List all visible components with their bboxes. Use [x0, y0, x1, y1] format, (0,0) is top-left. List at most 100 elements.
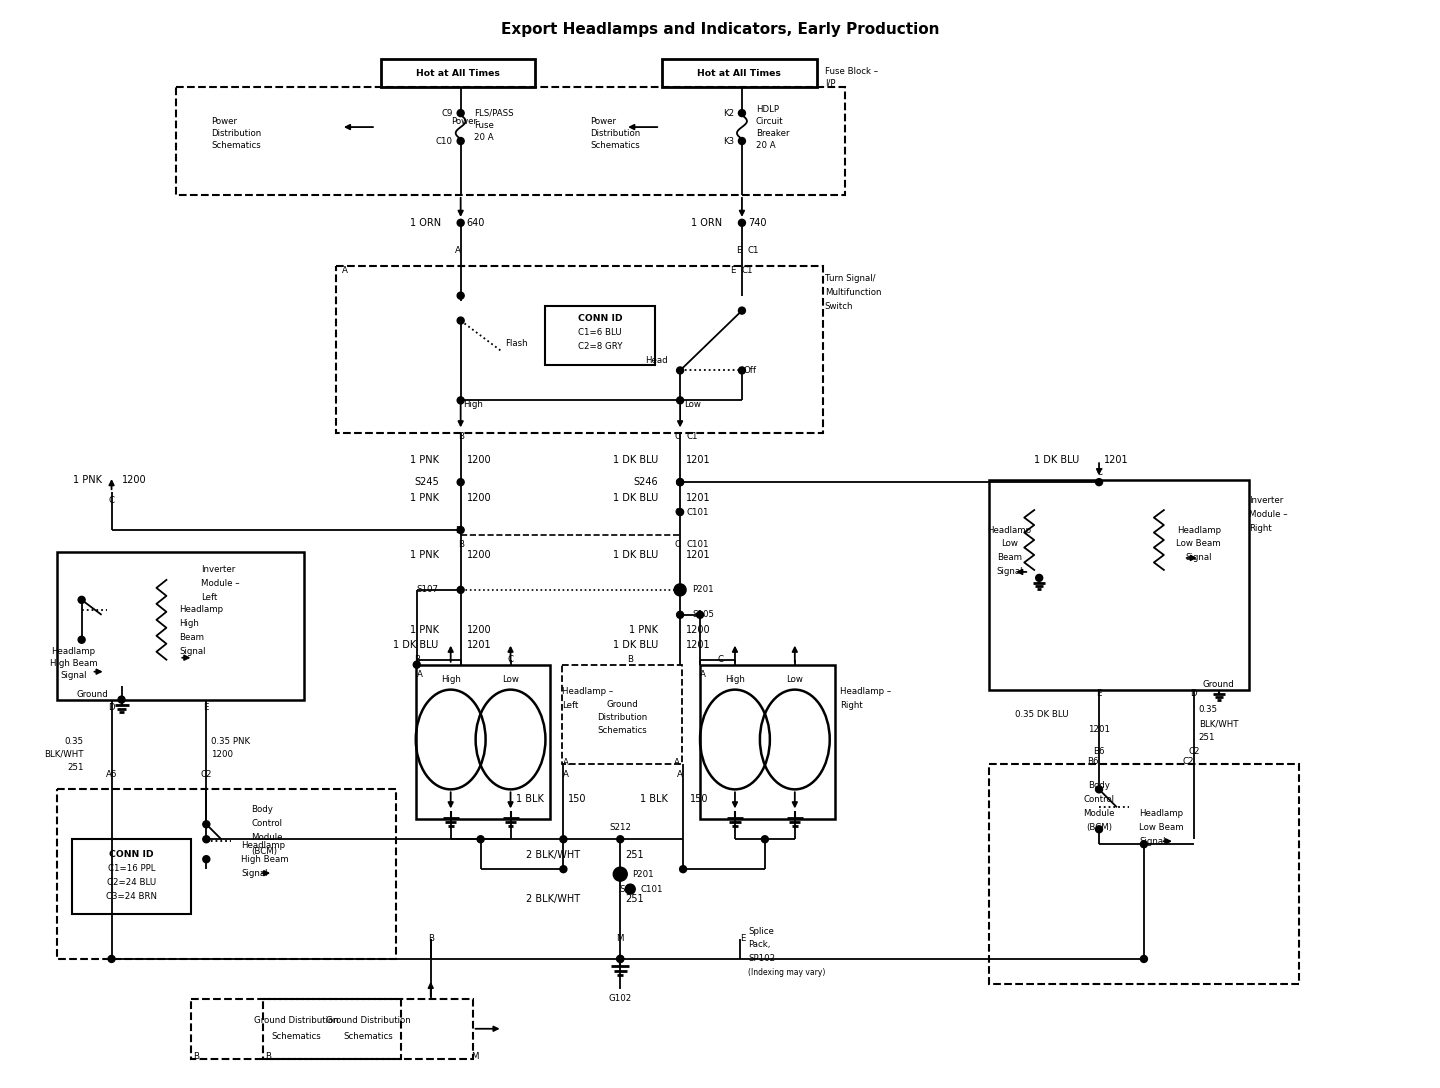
Text: C1: C1	[742, 267, 753, 275]
Text: Breaker: Breaker	[756, 128, 789, 137]
Text: Left: Left	[563, 701, 579, 710]
Text: Schematics: Schematics	[343, 1033, 393, 1041]
Text: Headlamp: Headlamp	[988, 526, 1031, 534]
Bar	[563, 665, 683, 765]
Text: Module –: Module –	[202, 580, 240, 589]
Text: 2 BLK/WHT: 2 BLK/WHT	[526, 894, 580, 904]
Text: 0.35: 0.35	[65, 737, 84, 746]
Text: 1 BLK: 1 BLK	[516, 794, 543, 804]
Text: Inverter: Inverter	[202, 566, 236, 574]
Text: Power: Power	[590, 116, 616, 125]
Text: 1200: 1200	[212, 750, 233, 759]
Text: Headlamp: Headlamp	[1176, 526, 1221, 534]
Circle shape	[456, 110, 464, 116]
Text: A6: A6	[107, 770, 117, 779]
Text: C: C	[674, 541, 680, 549]
Text: Pack,: Pack,	[747, 940, 770, 950]
Bar	[546, 306, 655, 366]
Text: High: High	[441, 676, 461, 684]
Circle shape	[1140, 841, 1148, 848]
Text: M: M	[616, 935, 624, 943]
Text: (BCM): (BCM)	[251, 846, 276, 856]
Text: C3=24 BRN: C3=24 BRN	[107, 891, 157, 901]
Text: 1 DK BLU: 1 DK BLU	[613, 549, 658, 560]
Text: A: A	[700, 670, 706, 679]
Text: I/P: I/P	[825, 78, 835, 88]
Text: 1 ORN: 1 ORN	[409, 218, 441, 227]
Text: 20 A: 20 A	[756, 140, 776, 149]
Text: Headlamp: Headlamp	[52, 647, 95, 656]
Circle shape	[560, 866, 567, 873]
Text: Signal: Signal	[180, 647, 206, 656]
Circle shape	[413, 662, 420, 668]
Text: E: E	[203, 703, 209, 712]
Text: 251: 251	[1198, 733, 1215, 742]
Text: S105: S105	[693, 610, 714, 619]
Circle shape	[1140, 955, 1148, 963]
Text: Signal: Signal	[60, 671, 86, 680]
Text: Fuse: Fuse	[474, 121, 494, 129]
Text: 1201: 1201	[685, 640, 711, 650]
Text: 640: 640	[467, 218, 485, 227]
Text: Module: Module	[251, 832, 282, 842]
Text: Distribution: Distribution	[212, 128, 262, 137]
Text: HDLP: HDLP	[756, 104, 779, 113]
Text: 1201: 1201	[1089, 725, 1110, 734]
Text: 1201: 1201	[685, 455, 711, 466]
Circle shape	[616, 836, 624, 843]
Text: 251: 251	[68, 763, 84, 771]
Circle shape	[108, 955, 115, 963]
Text: BLK/WHT: BLK/WHT	[1198, 719, 1238, 728]
Bar	[700, 665, 835, 819]
Text: A: A	[563, 770, 569, 779]
Circle shape	[677, 508, 684, 516]
Text: Headlamp –: Headlamp –	[840, 688, 891, 696]
Text: Left: Left	[202, 593, 217, 603]
Text: C1=16 PPL: C1=16 PPL	[108, 864, 156, 873]
Circle shape	[762, 836, 769, 843]
Text: A: A	[563, 758, 569, 767]
Text: C1=6 BLU: C1=6 BLU	[579, 329, 622, 337]
Circle shape	[1035, 574, 1043, 581]
Text: Splice: Splice	[747, 927, 773, 936]
Text: G102: G102	[609, 994, 632, 1003]
Text: Signal: Signal	[242, 868, 268, 878]
Circle shape	[560, 836, 567, 843]
Text: Distribution: Distribution	[598, 713, 648, 722]
Text: (BCM): (BCM)	[1086, 823, 1112, 831]
Text: C10: C10	[436, 136, 452, 146]
Circle shape	[616, 955, 624, 963]
Circle shape	[739, 367, 746, 374]
Text: B: B	[628, 655, 634, 664]
Text: 150: 150	[690, 794, 708, 804]
Text: S: S	[619, 885, 625, 893]
Circle shape	[456, 317, 464, 324]
Circle shape	[456, 479, 464, 485]
Circle shape	[456, 586, 464, 593]
Text: Signal: Signal	[1139, 837, 1165, 845]
Text: 1 PNK: 1 PNK	[410, 625, 439, 634]
Text: Headlamp: Headlamp	[242, 841, 285, 850]
Circle shape	[477, 836, 484, 843]
Text: C: C	[108, 496, 115, 505]
Text: C: C	[674, 508, 680, 517]
Text: High: High	[724, 676, 744, 684]
Text: C: C	[1096, 468, 1102, 477]
Circle shape	[456, 220, 464, 226]
Text: Multifunction: Multifunction	[825, 288, 881, 297]
Text: E: E	[1096, 689, 1102, 698]
Text: C: C	[674, 432, 680, 441]
Text: 1200: 1200	[467, 625, 491, 634]
Text: Inverter: Inverter	[1248, 496, 1283, 505]
Text: Power: Power	[451, 116, 477, 125]
Circle shape	[203, 855, 210, 863]
Text: Head: Head	[645, 356, 668, 364]
Text: 1200: 1200	[121, 475, 145, 485]
Circle shape	[1096, 479, 1103, 485]
Text: High: High	[462, 400, 482, 409]
Circle shape	[118, 696, 125, 703]
Text: Ground: Ground	[1202, 680, 1234, 689]
Text: Schematics: Schematics	[271, 1033, 321, 1041]
Text: 1 DK BLU: 1 DK BLU	[613, 640, 658, 650]
Text: A: A	[455, 246, 461, 256]
